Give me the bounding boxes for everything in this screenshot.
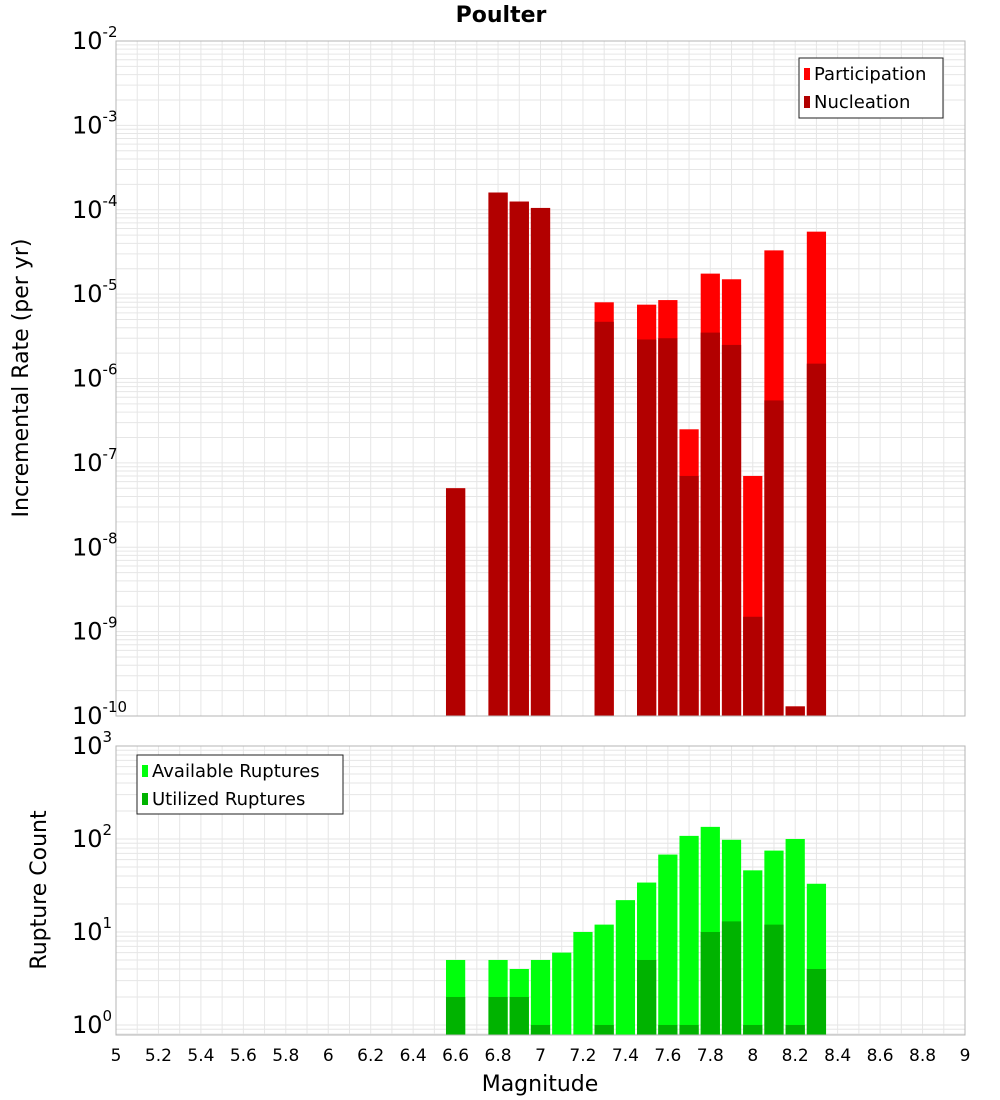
bar-secondary — [509, 996, 529, 1035]
x-tick-label: 7.4 — [612, 1046, 639, 1066]
bar-secondary — [658, 338, 678, 716]
legend-label: Participation — [814, 64, 926, 85]
x-tick-label: 8.4 — [824, 1046, 851, 1066]
y-tick-label: 103 — [72, 728, 112, 760]
y-tick-label: 10-2 — [72, 23, 118, 55]
top-plot-frame — [115, 40, 966, 717]
bar-secondary — [658, 1024, 678, 1035]
bottom-legend: Available Ruptures Utilized Ruptures — [136, 754, 344, 815]
bar-secondary — [743, 616, 763, 716]
bottom-plot-frame — [115, 745, 966, 1036]
x-tick-label: 5 — [111, 1046, 122, 1066]
legend-box — [798, 57, 944, 119]
bar-secondary — [721, 921, 742, 1035]
y-tick-label: 10-6 — [72, 361, 118, 393]
x-tick-label: 8.8 — [909, 1046, 936, 1066]
x-tick-label: 7 — [535, 1046, 546, 1066]
bar-primary — [615, 900, 636, 1035]
legend-label: Utilized Ruptures — [152, 789, 305, 810]
bar-secondary — [764, 924, 784, 1035]
bottom-panel: 103 102 101 100 Rupture Count Available Rup… — [27, 728, 966, 1039]
bar-secondary — [679, 1024, 699, 1035]
x-ticks: 5 5.2 5.4 5.6 5.8 6 6.2 6.4 6.6 6.8 7 7.2 7.4 7.6 7.8 8… — [111, 1046, 971, 1066]
x-tick-label: 5.4 — [187, 1046, 214, 1066]
top-legend: Participation Nucleation — [798, 57, 944, 119]
y-tick-label: 10-8 — [72, 529, 118, 561]
bar-secondary — [743, 1024, 763, 1035]
y-tick-label: 102 — [72, 821, 112, 853]
bar-secondary — [806, 968, 827, 1035]
y-tick-label: 10-4 — [72, 192, 118, 224]
top-y-ticks: 10-2 10-3 10-4 10-5 10-6 10-7 10-8 10-9 10-10 — [72, 23, 127, 730]
chart-title: Poulter — [456, 3, 547, 28]
bar-secondary — [700, 931, 720, 1035]
top-bars — [445, 192, 827, 717]
x-tick-label: 7.2 — [569, 1046, 596, 1066]
bar-secondary — [509, 201, 529, 716]
bar-secondary — [721, 344, 742, 716]
bar-secondary — [530, 207, 551, 716]
x-tick-label: 7.6 — [654, 1046, 681, 1066]
bar-secondary — [594, 321, 614, 716]
x-tick-label: 6.8 — [485, 1046, 512, 1066]
y-tick-label: 100 — [72, 1007, 112, 1039]
y-tick-label: 10-3 — [72, 107, 118, 139]
x-tick-label: 8.6 — [867, 1046, 894, 1066]
legend-swatch — [142, 765, 148, 777]
bar-secondary — [530, 1024, 551, 1035]
x-tick-label: 7.8 — [697, 1046, 724, 1066]
bar-secondary — [445, 488, 466, 716]
bar-primary — [573, 931, 593, 1035]
legend-swatch — [804, 96, 810, 108]
x-tick-label: 5.6 — [230, 1046, 257, 1066]
bar-secondary — [785, 1024, 805, 1035]
x-tick-label: 6.6 — [442, 1046, 469, 1066]
bar-secondary — [445, 996, 466, 1035]
bar-primary — [658, 854, 678, 1035]
x-tick-label: 9 — [960, 1046, 971, 1066]
bar-primary — [785, 838, 805, 1035]
y-tick-label: 101 — [72, 914, 112, 946]
bar-secondary — [764, 400, 784, 716]
bar-secondary — [700, 332, 720, 716]
x-tick-label: 5.8 — [272, 1046, 299, 1066]
bar-primary — [743, 870, 763, 1035]
top-y-axis-label: Incremental Rate (per yr) — [9, 239, 34, 518]
x-tick-label: 6.2 — [357, 1046, 384, 1066]
x-axis-label: Magnitude — [482, 1072, 599, 1097]
legend-label: Available Ruptures — [152, 761, 320, 782]
bottom-y-axis-label: Rupture Count — [27, 810, 52, 970]
y-tick-label: 10-7 — [72, 445, 118, 477]
x-tick-label: 5.2 — [145, 1046, 172, 1066]
bar-secondary — [637, 339, 657, 716]
bar-secondary — [806, 363, 827, 716]
bar-primary — [594, 924, 614, 1035]
legend-label: Nucleation — [814, 92, 910, 113]
x-tick-label: 8 — [747, 1046, 758, 1066]
bar-primary — [679, 835, 699, 1035]
x-tick-label: 6.4 — [400, 1046, 427, 1066]
bar-secondary — [488, 192, 508, 717]
y-tick-label: 10-10 — [72, 698, 127, 730]
bottom-y-ticks: 103 102 101 100 — [72, 728, 112, 1039]
bottom-bars — [445, 826, 827, 1035]
top-panel: 10-2 10-3 10-4 10-5 10-6 10-7 10-8 10-9 10-10 In… — [9, 23, 966, 730]
legend-swatch — [804, 68, 810, 80]
bar-secondary — [594, 1024, 614, 1035]
legend-box — [136, 754, 344, 815]
bar-secondary — [785, 706, 805, 716]
y-tick-label: 10-9 — [72, 614, 118, 646]
y-tick-label: 10-5 — [72, 276, 118, 308]
bar-secondary — [679, 475, 699, 716]
bar-secondary — [488, 996, 508, 1035]
bar-primary — [530, 959, 551, 1035]
x-tick-label: 8.2 — [782, 1046, 809, 1066]
bar-secondary — [637, 959, 657, 1035]
bar-primary — [552, 952, 572, 1035]
legend-swatch — [142, 793, 148, 805]
x-tick-label: 6 — [323, 1046, 334, 1066]
